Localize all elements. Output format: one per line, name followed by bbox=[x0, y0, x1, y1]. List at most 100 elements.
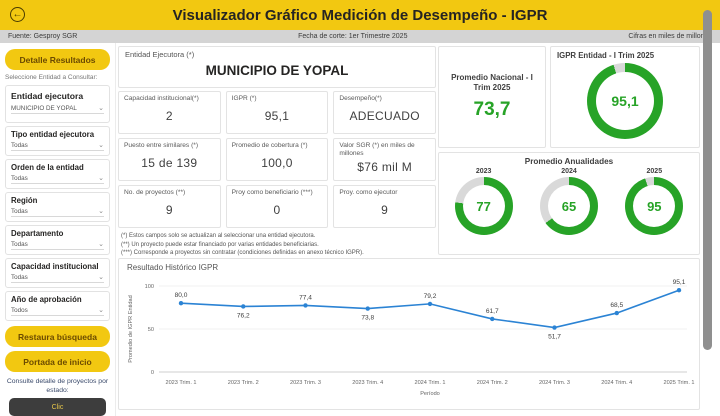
annuality-year: 2025 bbox=[646, 168, 663, 175]
entity-gauge-donut: 95,1 bbox=[587, 63, 663, 139]
units-label: Cifras en miles de millones bbox=[628, 33, 712, 40]
back-arrow-icon[interactable]: ← bbox=[10, 7, 25, 22]
region-dropdown[interactable]: Todas ⌄ bbox=[11, 207, 104, 218]
source-label: Fuente: Gesproy SGR bbox=[8, 33, 78, 40]
filters-sidebar: Detalle Resultados Seleccione Entidad a … bbox=[0, 43, 116, 416]
svg-text:80,0: 80,0 bbox=[175, 292, 188, 299]
filter-entidad-ejecutora: Entidad ejecutora MUNICIPIO DE YOPAL ⌄ bbox=[5, 85, 110, 124]
kpi-label: Valor SGR (*) en miles de millones bbox=[339, 142, 415, 157]
dropdown-value: Todas bbox=[11, 208, 28, 216]
svg-text:95,1: 95,1 bbox=[673, 279, 686, 286]
chevron-down-icon: ⌄ bbox=[98, 207, 104, 215]
svg-text:0: 0 bbox=[151, 370, 154, 376]
select-entity-hint: Seleccione Entidad a Consultar: bbox=[5, 74, 98, 81]
kpi-puesto-similares: Puesto entre similares (*) 15 de 139 bbox=[118, 138, 221, 181]
kpi-value: 9 bbox=[165, 203, 173, 218]
page-title: Visualizador Gráfico Medición de Desempe… bbox=[172, 6, 548, 24]
kpi-label: Capacidad institucional(*) bbox=[124, 95, 199, 102]
entity-card-label: Entidad Ejecutora (*) bbox=[125, 50, 195, 59]
detail-results-button[interactable]: Detalle Resultados bbox=[5, 49, 110, 70]
annuality-2025: 2025 95 bbox=[625, 168, 684, 235]
chevron-down-icon: ⌄ bbox=[98, 273, 104, 281]
annuality-donut-2023: 77 bbox=[454, 177, 513, 235]
national-average-value: 73,7 bbox=[473, 99, 511, 121]
annuality-2023: 2023 77 bbox=[454, 168, 513, 235]
filter-label: Entidad ejecutora bbox=[11, 91, 84, 102]
annuality-value: 95 bbox=[647, 198, 662, 214]
svg-text:2025 Trim. 1: 2025 Trim. 1 bbox=[663, 380, 694, 386]
annuality-year: 2023 bbox=[475, 168, 492, 175]
footnotes: (*) Estos campos solo se actualizan al s… bbox=[121, 232, 436, 258]
dropdown-value: Todas bbox=[11, 142, 28, 150]
dropdown-value: Todos bbox=[11, 307, 28, 315]
kpi-value: ADECUADO bbox=[349, 109, 420, 124]
kpi-proy-ejecutor: Proy. como ejecutor 9 bbox=[333, 185, 436, 228]
svg-text:77,4: 77,4 bbox=[299, 294, 312, 301]
clic-button[interactable]: Clic bbox=[9, 398, 106, 416]
kpi-label: No. de proyectos (**) bbox=[124, 189, 186, 196]
svg-text:Promedio de IGPR Entidad: Promedio de IGPR Entidad bbox=[128, 295, 134, 362]
svg-text:76,2: 76,2 bbox=[237, 312, 250, 319]
svg-text:61,7: 61,7 bbox=[486, 308, 499, 315]
kpi-igpr: IGPR (*) 95,1 bbox=[225, 91, 329, 134]
svg-text:73,8: 73,8 bbox=[361, 315, 374, 322]
filter-label: Región bbox=[11, 196, 38, 206]
footnote-1: (*) Estos campos solo se actualizan al s… bbox=[121, 233, 316, 239]
vertical-scrollbar-thumb[interactable] bbox=[703, 10, 712, 350]
orden-entidad-dropdown[interactable]: Todas ⌄ bbox=[11, 174, 104, 185]
kpi-value: 9 bbox=[381, 203, 389, 218]
svg-text:100: 100 bbox=[145, 284, 154, 290]
dropdown-value: MUNICIPIO DE YOPAL bbox=[11, 105, 77, 113]
kpi-capacidad-institucional: Capacidad institucional(*) 2 bbox=[118, 91, 221, 134]
kpi-desempeno: Desempeño(*) ADECUADO bbox=[333, 91, 436, 134]
chevron-down-icon: ⌄ bbox=[98, 306, 104, 314]
kpi-label: Puesto entre similares (*) bbox=[124, 142, 199, 149]
kpi-grid: Capacidad institucional(*) 2 IGPR (*) 95… bbox=[118, 91, 436, 228]
kpi-label: Proy. como ejecutor bbox=[339, 189, 398, 196]
annuality-donut-2024: 65 bbox=[539, 177, 598, 235]
cutoff-date-label: Fecha de corte: 1er Trimestre 2025 bbox=[298, 33, 408, 40]
entidad-ejecutora-dropdown[interactable]: MUNICIPIO DE YOPAL ⌄ bbox=[11, 104, 104, 115]
kpi-label: Proy como beneficiario (***) bbox=[231, 189, 313, 196]
annuality-value: 65 bbox=[561, 198, 577, 214]
kpi-valor-sgr: Valor SGR (*) en miles de millones $76 m… bbox=[333, 138, 436, 181]
dropdown-value: Todas bbox=[11, 274, 28, 282]
home-page-button[interactable]: Portada de inicio bbox=[5, 351, 110, 373]
svg-text:50: 50 bbox=[148, 327, 154, 333]
dropdown-value: Todas bbox=[11, 241, 28, 249]
chevron-down-icon: ⌄ bbox=[98, 174, 104, 182]
svg-text:79,2: 79,2 bbox=[424, 293, 437, 300]
restore-search-button[interactable]: Restaura búsqueda bbox=[5, 326, 110, 348]
filter-orden-entidad: Orden de la entidad Todas ⌄ bbox=[5, 159, 110, 190]
svg-text:68,5: 68,5 bbox=[610, 302, 623, 309]
filter-label: Capacidad institucional bbox=[11, 262, 99, 272]
filter-label: Departamento bbox=[11, 229, 64, 239]
filter-ano-aprobacion: Año de aprobación Todos ⌄ bbox=[5, 291, 110, 322]
departamento-dropdown[interactable]: Todas ⌄ bbox=[11, 240, 104, 251]
kpi-value: 100,0 bbox=[261, 156, 293, 171]
filter-tipo-entidad: Tipo entidad ejecutora Todas ⌄ bbox=[5, 126, 110, 157]
ano-aprobacion-dropdown[interactable]: Todos ⌄ bbox=[11, 306, 104, 317]
entity-gauge-card: IGPR Entidad - I Trim 2025 95,1 bbox=[550, 46, 700, 148]
tipo-entidad-dropdown[interactable]: Todas ⌄ bbox=[11, 142, 104, 152]
annuality-year: 2024 bbox=[561, 168, 577, 175]
history-line-chart: 0 50 100 80,0 76,2 77,4 73,8 79,2 61,7 51,7 68,5 95… bbox=[128, 279, 695, 397]
app-header: ← Visualizador Gráfico Medición de Desem… bbox=[0, 0, 720, 30]
svg-text:2023 Trim. 4: 2023 Trim. 4 bbox=[352, 380, 383, 386]
dropdown-value: Todas bbox=[11, 175, 28, 183]
kpi-value: 95,1 bbox=[264, 109, 290, 124]
national-average-card: Promedio Nacional - I Trim 2025 73,7 bbox=[438, 46, 546, 148]
annualities-card: Promedio Anualidades 2023 77 2024 65 202… bbox=[438, 152, 700, 255]
filter-label: Año de aprobación bbox=[11, 295, 82, 305]
footnote-3: (***) Corresponde a proyectos sin contra… bbox=[121, 250, 364, 257]
kpi-promedio-cobertura: Promedio de cobertura (*) 100,0 bbox=[225, 138, 329, 181]
history-chart-card: Resultado Histórico IGPR 0 50 100 80,0 76,2 7… bbox=[118, 258, 700, 410]
kpi-value: 0 bbox=[273, 203, 281, 218]
chevron-down-icon: ⌄ bbox=[98, 240, 104, 248]
annualities-title: Promedio Anualidades bbox=[524, 157, 614, 166]
chevron-down-icon: ⌄ bbox=[98, 104, 104, 112]
filter-departamento: Departamento Todas ⌄ bbox=[5, 225, 110, 256]
annuality-value: 77 bbox=[476, 198, 491, 214]
entity-gauge-value: 95,1 bbox=[611, 93, 639, 109]
capacidad-institucional-dropdown[interactable]: Todas ⌄ bbox=[11, 273, 104, 284]
